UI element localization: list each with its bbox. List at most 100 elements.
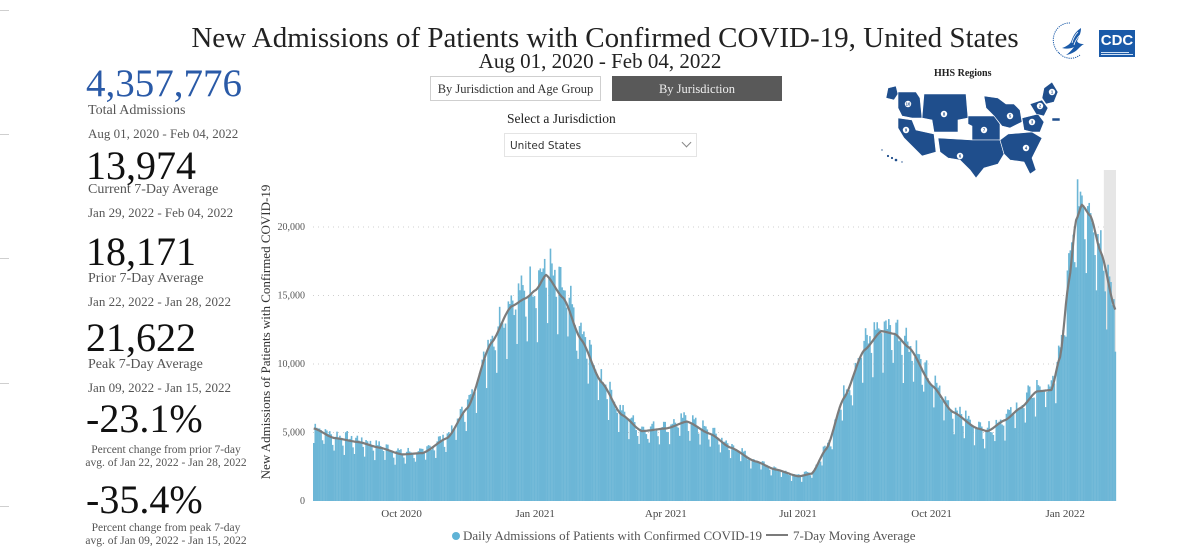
daily-admissions-bar [818,459,820,501]
daily-admissions-bar [450,425,453,501]
daily-admissions-bar [1097,234,1099,501]
daily-admissions-bar [925,360,928,501]
daily-admissions-bar [989,432,992,501]
daily-admissions-bar [443,446,446,501]
daily-admissions-bar [540,271,543,501]
daily-admissions-bar [906,341,909,501]
daily-admissions-bar [479,372,482,501]
daily-admissions-bar [504,323,507,501]
daily-admissions-bar [983,448,986,501]
daily-admissions-bar [917,353,919,501]
daily-admissions-bar [565,307,568,501]
daily-admissions-bar [723,441,726,501]
daily-admissions-bar [722,441,725,501]
daily-admissions-bar [800,481,803,501]
daily-admissions-bar [860,357,863,501]
daily-admissions-bar [315,427,318,501]
daily-admissions-bar [786,471,788,501]
daily-admissions-bar [628,439,630,501]
daily-admissions-bar [681,417,684,501]
daily-admissions-bar [792,474,794,501]
daily-admissions-bar [1085,273,1088,501]
daily-admissions-bar [687,431,690,501]
daily-admissions-bar [400,449,402,501]
daily-admissions-bar [1111,305,1114,501]
daily-admissions-bar [596,374,598,501]
hhs-regions-map[interactable]: 1 2 3 4 5 6 7 8 9 10 [876,78,1066,184]
daily-admissions-bar [549,248,552,501]
daily-admissions-bar [654,430,656,501]
daily-admissions-bar [662,421,665,501]
daily-admissions-bar [631,417,633,501]
pct-change-peak-note-line1: Percent change from peak 7-day [91,522,241,534]
daily-admissions-bar [922,391,925,501]
x-tick-label: Jan 2021 [515,508,554,520]
daily-admissions-bar [503,327,505,501]
daily-admissions-bar [671,423,674,501]
by-jurisdiction-button[interactable]: By Jurisdiction [612,76,782,101]
daily-admissions-bar [933,407,935,501]
daily-admissions-bar [787,474,790,501]
daily-admissions-bar [658,444,661,501]
daily-admissions-bar [691,415,694,501]
by-jurisdiction-and-age-group-button[interactable]: By Jurisdiction and Age Group [430,76,601,101]
daily-admissions-bar [655,429,658,501]
daily-admissions-bar [1095,290,1098,501]
daily-admissions-bar [564,290,566,501]
daily-admissions-bar [706,429,709,501]
daily-admissions-bar [779,471,781,501]
daily-admissions-bar [831,449,833,501]
daily-admissions-bar [988,421,990,501]
daily-admissions-bar [1091,222,1093,501]
total-admissions-value: 4,357,776 [86,62,242,105]
daily-admissions-bar [866,334,868,501]
daily-admissions-bar [758,462,761,501]
daily-admissions-bar [677,427,680,501]
daily-admissions-bar [764,465,767,501]
daily-admissions-bar [789,475,791,501]
daily-admissions-bar [799,476,802,501]
daily-admissions-bar [588,339,591,501]
daily-admissions-bar [848,390,851,501]
daily-admissions-bar [892,362,894,501]
jurisdiction-select[interactable]: United States [504,133,697,157]
daily-admissions-bar [616,412,619,501]
daily-admissions-bar [506,359,508,501]
daily-admissions-bar [603,385,606,501]
daily-admissions-bar [439,436,441,501]
daily-admissions-bar [1040,390,1043,501]
daily-admissions-bar [381,449,383,501]
daily-admissions-bar [591,365,594,501]
daily-admissions-bar [487,339,489,501]
daily-admissions-bar [893,333,896,501]
daily-admissions-bar [1007,409,1009,501]
daily-admissions-bar [535,308,537,501]
svg-text:9: 9 [905,128,908,133]
total-admissions-dates: Aug 01, 2020 - Feb 04, 2022 [88,126,239,141]
daily-admissions-bar [339,435,341,501]
daily-admissions-bar [924,362,926,501]
daily-admissions-bar [514,309,517,501]
daily-admissions-bar [440,440,443,501]
edge-tick [0,134,9,135]
daily-admissions-bar [972,427,974,501]
x-tick-label: Jan 2022 [1045,508,1084,520]
daily-admissions-bar [937,387,939,501]
daily-admissions-bar [896,319,899,501]
daily-admissions-bar [317,428,319,501]
daily-admissions-bar [333,450,335,501]
daily-admissions-bar [1030,396,1032,501]
daily-admissions-bar [966,418,969,501]
daily-admissions-bar [368,444,370,501]
daily-admissions-bar [696,427,698,501]
daily-admissions-bar [641,426,643,501]
daily-admissions-bar [879,329,881,501]
daily-admissions-bar [1053,383,1056,501]
daily-admissions-bar [1108,276,1111,501]
daily-admissions-bar [1057,345,1060,501]
daily-admissions-bar [902,383,905,501]
svg-text:4: 4 [1025,146,1028,151]
daily-admissions-bar [408,451,411,501]
daily-admissions-bar [760,469,762,501]
daily-admissions-bar [768,469,771,501]
